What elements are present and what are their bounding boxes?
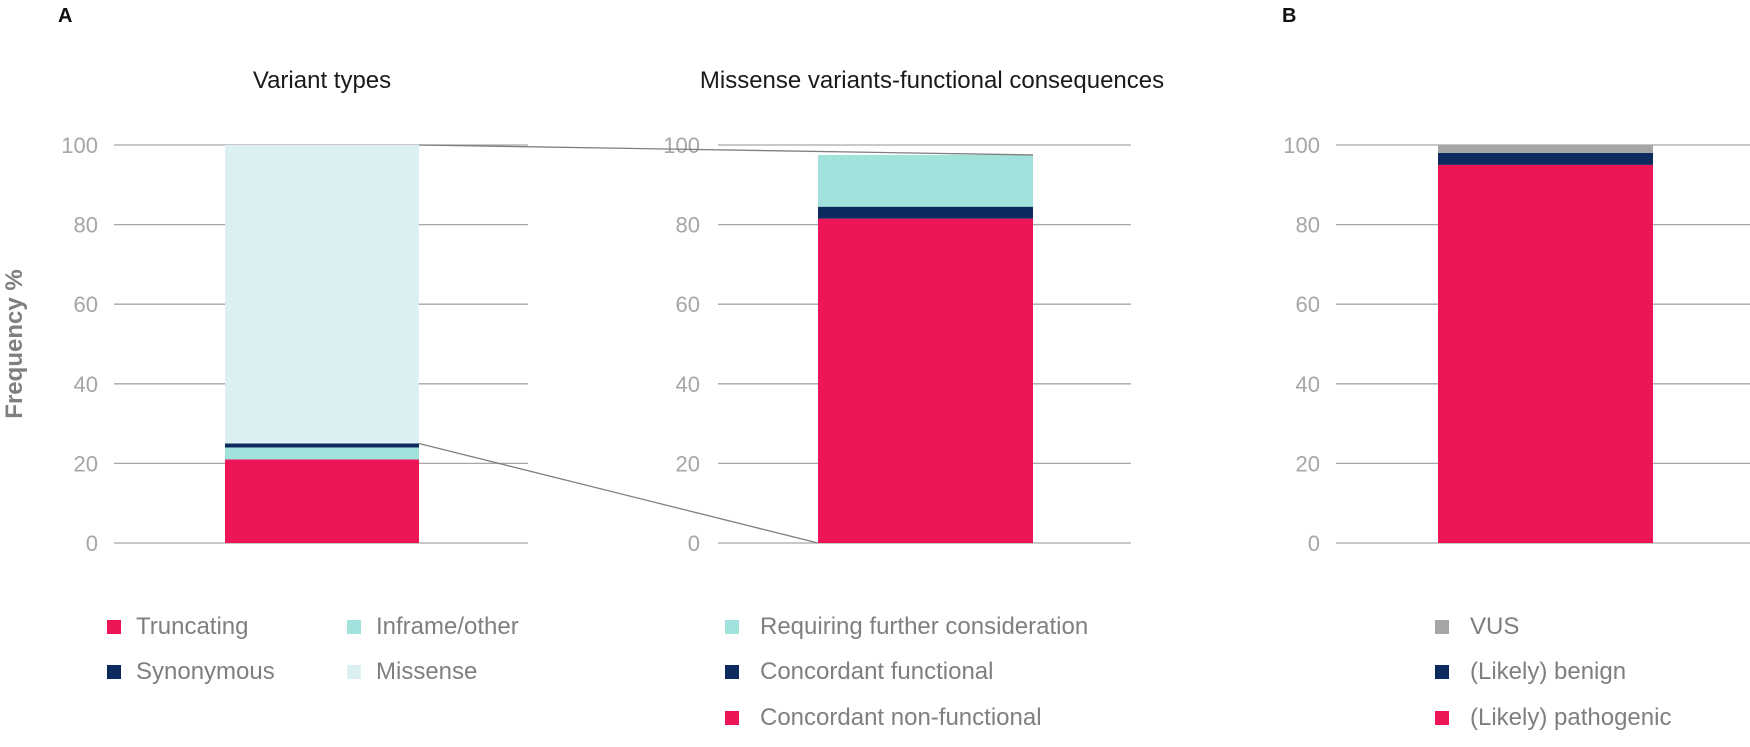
legend-swatch-missense	[347, 665, 361, 679]
legend-label-truncating: Truncating	[136, 613, 249, 640]
connector-line-bottom	[418, 442, 819, 544]
y-tick-label: 60	[74, 292, 98, 317]
legend-swatch-inframe-other	[347, 620, 361, 634]
y-tick-label: 60	[1296, 292, 1320, 317]
chart-title: Variant types	[253, 67, 391, 94]
bar-segment-concordant-non-functional	[818, 218, 1033, 543]
y-tick-label: 0	[86, 531, 98, 556]
bar-segment-likely-pathogenic	[1438, 164, 1653, 543]
legend-label-likely-pathogenic: (Likely) pathogenic	[1470, 704, 1671, 731]
y-tick-label: 60	[676, 292, 700, 317]
y-tick-label: 0	[688, 531, 700, 556]
chart-title: Missense variants-functional consequence…	[700, 67, 1164, 94]
legend-label-synonymous: Synonymous	[136, 658, 275, 685]
y-tick-label: 100	[663, 133, 700, 158]
legend-label-concordant-non-functional: Concordant non-functional	[760, 704, 1042, 731]
legend-swatch-requiring-further-consideration	[725, 620, 739, 634]
panel-label-b: B	[1282, 5, 1296, 27]
legend-swatch-truncating	[107, 620, 121, 634]
y-tick-label: 100	[61, 133, 98, 158]
legend-swatch-likely-benign	[1435, 665, 1449, 679]
y-tick-label: 40	[676, 372, 700, 397]
legend-swatch-concordant-non-functional	[725, 711, 739, 725]
legend-label-concordant-functional: Concordant functional	[760, 658, 993, 685]
bar-segment-vus	[1438, 145, 1653, 153]
bar-segment-truncating	[225, 459, 419, 543]
legend-label-likely-benign: (Likely) benign	[1470, 658, 1626, 685]
y-tick-label: 20	[676, 451, 700, 476]
y-tick-label: 20	[74, 451, 98, 476]
bar-segment-missense	[225, 145, 419, 444]
connector-line-top	[418, 144, 1034, 156]
y-tick-label: 20	[1296, 451, 1320, 476]
chart-missense-consequences: Missense variants-functional consequence…	[663, 67, 1164, 556]
y-tick-label: 80	[1296, 213, 1320, 238]
y-tick-label: 40	[1296, 372, 1320, 397]
bar-segment-inframe-other	[225, 447, 419, 460]
legend-swatch-concordant-functional	[725, 665, 739, 679]
panel-label-a: A	[58, 5, 72, 27]
chart-variant-types: Variant types 0 20 40 60 80 100	[61, 67, 528, 556]
y-tick-label: 80	[74, 213, 98, 238]
legend-swatch-likely-pathogenic	[1435, 711, 1449, 725]
legends: Truncating Inframe/other Synonymous Missens…	[107, 613, 1671, 731]
y-tick-label: 0	[1308, 531, 1320, 556]
bar-segment-likely-benign	[1438, 152, 1653, 165]
legend-label-requiring-further-consideration: Requiring further consideration	[760, 613, 1088, 640]
legend-label-inframe-other: Inframe/other	[376, 613, 519, 640]
y-tick-label: 80	[676, 213, 700, 238]
y-axis-label: Frequency %	[1, 269, 28, 418]
bar-segment-requiring-further-consideration	[818, 154, 1033, 207]
legend-swatch-synonymous	[107, 665, 121, 679]
chart-classification: 0 20 40 60 80 100	[1283, 133, 1750, 556]
bar-segment-concordant-functional	[818, 206, 1033, 219]
bar-segment-synonymous	[225, 443, 419, 448]
y-tick-label: 40	[74, 372, 98, 397]
zoom-connector-lines	[418, 144, 1034, 544]
legend-label-missense: Missense	[376, 658, 477, 685]
legend-swatch-vus	[1435, 620, 1449, 634]
y-tick-label: 100	[1283, 133, 1320, 158]
legend-label-vus: VUS	[1470, 613, 1519, 640]
